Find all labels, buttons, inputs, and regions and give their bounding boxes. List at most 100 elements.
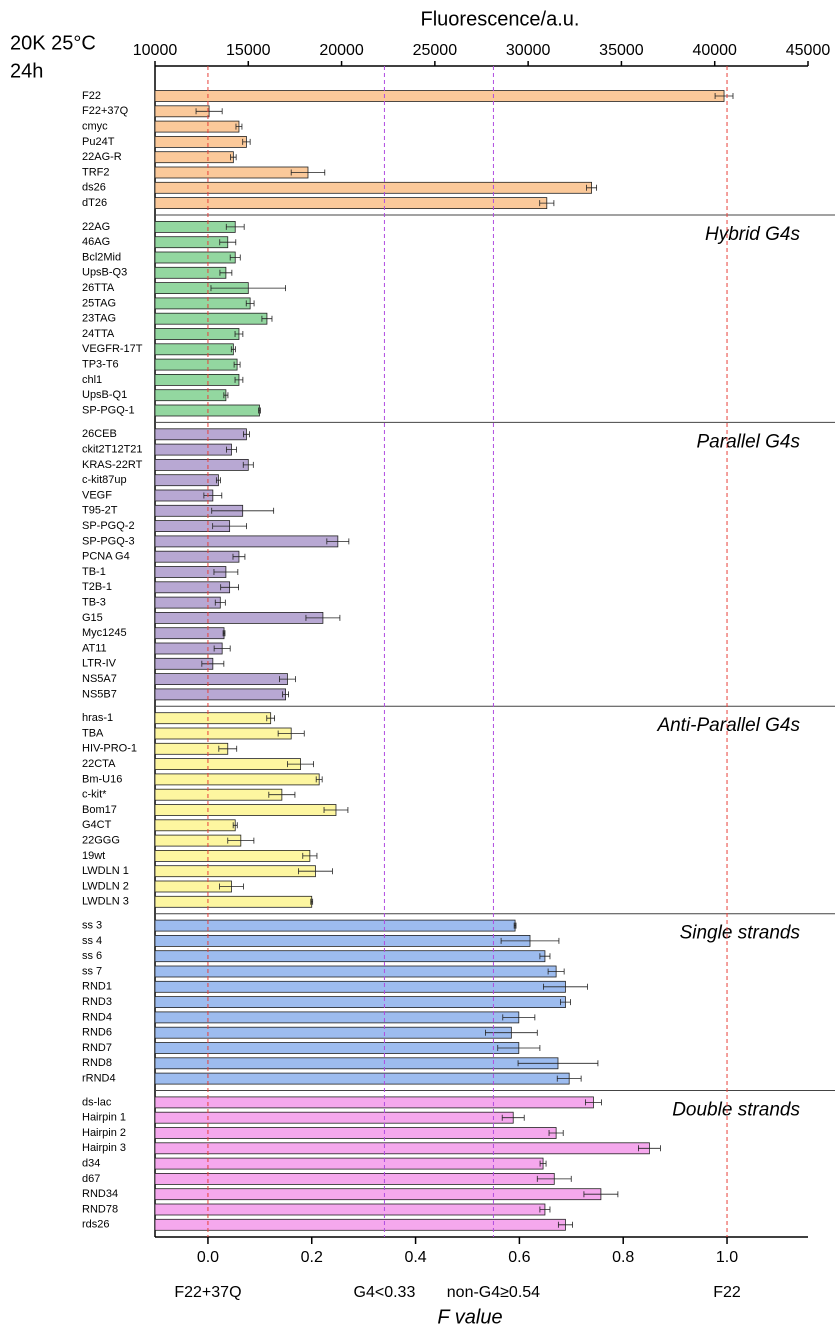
error-bar [497, 1045, 541, 1051]
error-bar [282, 691, 289, 698]
bar [154, 535, 339, 548]
category-label: Hairpin 2 [82, 1127, 126, 1139]
category-label: d34 [82, 1158, 100, 1170]
bar [154, 474, 219, 487]
category-label: F22+37Q [82, 105, 129, 117]
x-tick-label: 10000 [133, 42, 178, 59]
bar [154, 596, 221, 609]
category-label: VEGF [82, 489, 112, 501]
error-bar [261, 315, 273, 322]
category-label: T2B-1 [82, 581, 112, 593]
error-bar [557, 1221, 573, 1228]
error-bar [225, 223, 245, 230]
bar [154, 819, 236, 832]
x2-tick-label: 0.0 [197, 1249, 219, 1266]
error-bar [214, 599, 226, 606]
category-label: 22CTA [82, 758, 116, 770]
bar [154, 443, 232, 456]
error-bar [219, 239, 237, 246]
category-label: ds-lac [82, 1096, 112, 1108]
bar [154, 1026, 512, 1039]
bar [154, 1072, 570, 1085]
error-bar [287, 761, 314, 768]
error-bar [227, 837, 255, 844]
error-bar [268, 791, 296, 798]
category-label: LWDLN 2 [82, 880, 129, 892]
x-axis-title: Fluorescence/a.u. [421, 8, 580, 30]
error-bar [211, 507, 275, 514]
bar [154, 404, 260, 417]
bar [154, 612, 324, 624]
bar [154, 297, 251, 310]
bar [154, 120, 240, 133]
error-bar [315, 776, 323, 783]
category-label: RND8 [82, 1057, 112, 1069]
category-label: G4CT [82, 819, 112, 831]
bar [154, 1218, 566, 1231]
bar [154, 642, 223, 655]
category-label: Bm-U16 [82, 773, 122, 785]
x2-axis-title: F value [437, 1306, 502, 1328]
error-bar [203, 492, 223, 499]
error-bar [586, 184, 598, 191]
x-tick-label: 25000 [413, 42, 458, 59]
category-label: ckit2T12T21 [82, 444, 143, 456]
bar [154, 343, 234, 356]
corner-text: 20K 25°C [10, 32, 96, 54]
category-label: ds26 [82, 182, 106, 194]
x-tick-label: 20000 [319, 42, 364, 59]
category-label: PCNA G4 [82, 551, 130, 563]
error-bar [232, 822, 238, 829]
error-bar [548, 1130, 564, 1136]
error-bar [219, 269, 233, 276]
category-label: 23TAG [82, 313, 116, 325]
error-bar [501, 1114, 525, 1121]
error-bar [714, 93, 734, 99]
error-bar [539, 953, 551, 960]
x2-tick-label: 0.6 [508, 1249, 530, 1266]
error-bar [234, 376, 244, 383]
x2-tick-label: 0.4 [404, 1249, 426, 1266]
bar [154, 950, 546, 963]
x-tick-label: 40000 [692, 42, 737, 59]
category-label: RND1 [82, 981, 112, 993]
bar [154, 358, 238, 371]
error-bar [232, 553, 246, 560]
error-bar [230, 154, 237, 161]
bar [154, 758, 301, 770]
category-label: NS5A7 [82, 673, 117, 685]
error-bar [556, 1075, 582, 1082]
bar [154, 919, 516, 932]
category-label: Bcl2Mid [82, 251, 121, 263]
category-label: rds26 [82, 1219, 110, 1231]
error-bar [230, 346, 236, 353]
error-bar [539, 200, 555, 207]
category-label: 25TAG [82, 297, 116, 309]
bar [154, 373, 240, 386]
category-label: F22 [82, 90, 101, 102]
error-bar [513, 922, 517, 929]
category-label: G15 [82, 612, 103, 624]
category-label: Bom17 [82, 804, 117, 816]
category-label: c-kit* [82, 789, 107, 801]
error-bar [258, 407, 261, 414]
category-label: 24TTA [82, 328, 115, 340]
bar [154, 1057, 559, 1070]
x-tick-label: 35000 [599, 42, 644, 59]
bar [154, 90, 725, 102]
bar [154, 266, 227, 279]
bar [154, 965, 557, 978]
error-bar [219, 883, 244, 890]
category-label: TB-1 [82, 566, 106, 578]
bar [154, 236, 229, 249]
bar [154, 428, 247, 441]
x2-tick-label: 0.8 [612, 1249, 634, 1266]
error-bar [195, 108, 223, 115]
bar [154, 773, 320, 786]
category-label: c-kit87up [82, 474, 127, 486]
bar [154, 980, 566, 993]
bar [154, 197, 548, 210]
bar [154, 220, 236, 233]
error-bar [560, 999, 571, 1006]
category-label: SP-PGQ-3 [82, 535, 135, 547]
